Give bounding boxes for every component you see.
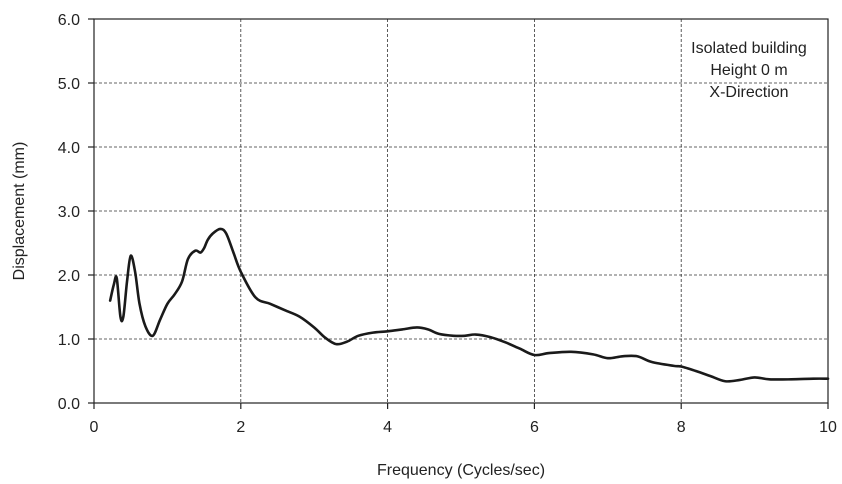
x-axis-title: Frequency (Cycles/sec)	[377, 462, 545, 479]
y-tick-labels: 0.0 1.0 2.0 3.0 4.0 5.0 6.0	[58, 12, 80, 413]
x-tick-labels: 0 2 4 6 8 10	[90, 419, 837, 436]
y-tick-label: 2.0	[58, 268, 80, 285]
x-tick-label: 8	[677, 419, 686, 436]
x-tick-label: 6	[530, 419, 539, 436]
x-tick-label: 4	[383, 419, 392, 436]
y-tick-label: 1.0	[58, 332, 80, 349]
annotation-line-2: Height 0 m	[710, 62, 787, 79]
annotation-line-1: Isolated building	[691, 40, 807, 57]
annotation-line-3: X-Direction	[709, 84, 788, 101]
x-tick-label: 2	[236, 419, 245, 436]
grid-lines	[94, 19, 828, 403]
y-axis-title: Displacement (mm)	[11, 142, 28, 281]
y-tick-label: 3.0	[58, 204, 80, 221]
y-tick-label: 5.0	[58, 76, 80, 93]
y-tick-label: 0.0	[58, 396, 80, 413]
x-tick-label: 0	[90, 419, 99, 436]
chart-annotation: Isolated building Height 0 m X-Direction	[691, 40, 807, 101]
series-line	[108, 227, 830, 383]
axis-ticks	[88, 18, 829, 409]
y-tick-label: 4.0	[58, 140, 80, 157]
x-tick-label: 10	[819, 419, 837, 436]
y-tick-label: 6.0	[58, 12, 80, 29]
